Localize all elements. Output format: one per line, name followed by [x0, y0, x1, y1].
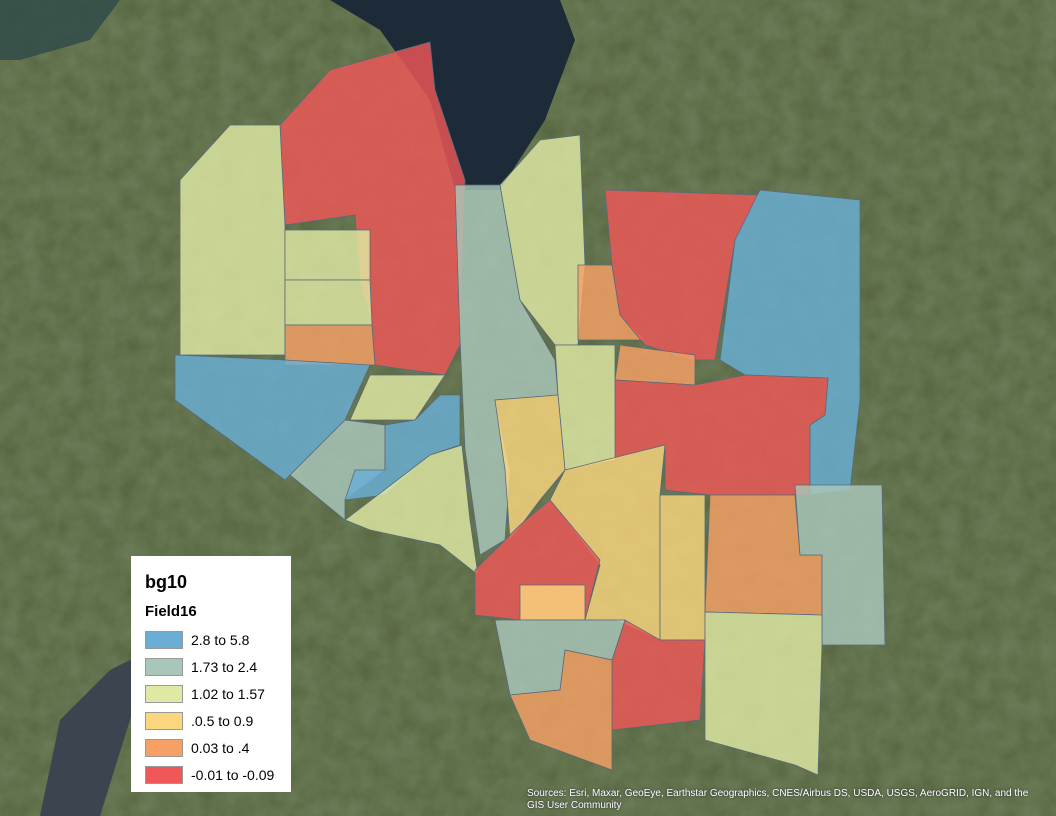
block-group-region[interactable] — [659, 494, 706, 641]
block-group-region[interactable] — [554, 344, 616, 471]
attribution: Sources: Esri, Maxar, GeoEye, Earthstar … — [527, 788, 1029, 811]
legend-label: 2.8 to 5.8 — [191, 631, 250, 648]
water-bay — [330, 0, 575, 190]
water-sw — [40, 650, 150, 816]
legend-swatch — [145, 630, 183, 649]
legend-item: 0.03 to .4 — [145, 734, 277, 761]
legend-label: 1.02 to 1.57 — [191, 685, 265, 702]
choropleth-regions — [174, 41, 886, 776]
block-group-region[interactable] — [494, 394, 566, 542]
legend-item: -0.01 to -0.09 — [145, 761, 277, 788]
block-group-region[interactable] — [284, 279, 373, 326]
legend-item: 2.8 to 5.8 — [145, 626, 277, 653]
legend-swatch — [145, 765, 183, 784]
legend-swatch — [145, 684, 183, 703]
legend-label: 0.03 to .4 — [191, 739, 250, 756]
block-group-region[interactable] — [344, 444, 479, 576]
block-group-region[interactable] — [284, 229, 371, 281]
legend-item: 1.02 to 1.57 — [145, 680, 277, 707]
block-group-region[interactable] — [519, 584, 586, 621]
legend-swatch — [145, 657, 183, 676]
legend-item: 1.73 to 2.4 — [145, 653, 277, 680]
block-group-region[interactable] — [704, 611, 823, 776]
legend-swatch — [145, 738, 183, 757]
legend-layer-name: bg10 — [145, 572, 188, 592]
legend-item: .0.5 to 0.9 — [145, 707, 277, 734]
legend-label: .0.5 to 0.9 — [191, 712, 254, 729]
block-group-region[interactable] — [284, 324, 376, 366]
water-nw — [0, 0, 120, 60]
block-group-region[interactable] — [509, 649, 613, 771]
legend: bg10 Field16 2.8 to 5.8 1.73 to 2.4 1.02 t… — [131, 556, 291, 792]
legend-field-name: Field16 — [145, 603, 197, 620]
legend-swatch — [145, 711, 183, 730]
legend-label: -0.01 to -0.09 — [191, 766, 275, 783]
legend-label: 1.73 to 2.4 — [191, 658, 258, 675]
